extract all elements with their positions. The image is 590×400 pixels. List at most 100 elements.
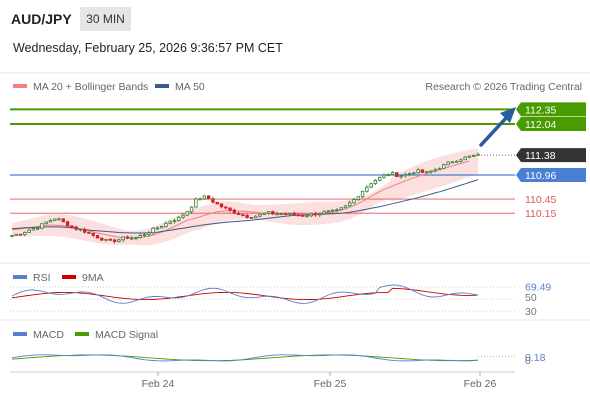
candle-body [442, 164, 446, 170]
legend-label-ma50: MA 50 [175, 81, 205, 93]
candle-body [164, 223, 168, 227]
candle-body [301, 214, 305, 217]
candle-body [429, 170, 433, 173]
candle-body [437, 168, 442, 171]
candle-body [382, 174, 386, 178]
candle-body [348, 202, 352, 207]
candle-body [65, 221, 70, 227]
candle-body [121, 236, 125, 241]
candle-body [322, 211, 326, 215]
macd-line [11, 354, 479, 362]
candle-body [459, 159, 463, 162]
candle-body [117, 239, 121, 243]
candle-body [232, 209, 237, 214]
candle-body [215, 201, 219, 205]
rsi-line [11, 284, 479, 304]
legend-label-macd-signal: MACD Signal [95, 329, 158, 341]
candle-body [288, 212, 292, 215]
candle-body [185, 211, 189, 216]
candle-body [390, 172, 395, 175]
x-tick-label-0: Feb 24 [142, 378, 175, 390]
candle-body [155, 227, 160, 230]
candle-body [446, 161, 450, 166]
timeframe-badge[interactable]: 30 MIN [80, 7, 131, 31]
candle-body [412, 172, 416, 175]
symbol-title: AUD/JPY [11, 11, 72, 27]
candle-body [177, 216, 181, 222]
candle-body [125, 236, 130, 239]
legend-swatch-macd [13, 332, 27, 336]
candle-body [318, 213, 322, 216]
candle-body [142, 234, 147, 237]
ma20-line [11, 160, 470, 239]
candle-body [377, 176, 382, 181]
candle-body [151, 227, 155, 234]
level-tag-3: 110.45 [525, 194, 556, 206]
current-price-tag: 111.38 [525, 150, 556, 162]
candle-body [48, 220, 53, 223]
level-tag-1: 112.04 [525, 119, 556, 131]
candle-body [14, 233, 18, 236]
candle-body [138, 235, 142, 239]
candle-body [399, 175, 403, 178]
candle-body [467, 155, 472, 158]
candle-body [219, 203, 224, 208]
candle-body [211, 198, 215, 203]
target-arrow-shaft [479, 115, 509, 147]
candle-body [403, 173, 408, 177]
legend-label-rsi: RSI [33, 272, 51, 284]
rsi-legend: RSI 9MA [13, 272, 104, 284]
legend-label-rsi-ma: 9MA [82, 272, 104, 284]
candle-body [262, 212, 266, 215]
current-price-tag-bg [516, 148, 586, 163]
rsi-ma-line [11, 287, 479, 301]
candle-body [450, 161, 455, 164]
bollinger-band [12, 148, 478, 246]
candle-body [91, 232, 95, 236]
legend-label-ma20: MA 20 + Bollinger Bands [33, 81, 148, 93]
candle-body [194, 198, 198, 208]
legend-swatch-macd-signal [75, 332, 89, 336]
candle-body [35, 227, 40, 230]
candle-body [373, 179, 378, 185]
candle-body [23, 232, 27, 236]
rsi-tick-1: 50 [525, 292, 537, 304]
candle-body [236, 212, 241, 216]
candle-body [130, 237, 134, 240]
candle-body [147, 232, 151, 236]
ma50-line [11, 179, 479, 234]
candle-body [108, 238, 113, 241]
candle-body [266, 211, 271, 214]
candle-body [172, 220, 177, 223]
candle-body [112, 239, 117, 243]
legend-swatch-ma20 [13, 84, 27, 88]
candle-body [424, 171, 429, 173]
candle-body [18, 233, 23, 236]
candle-body [27, 229, 31, 233]
level-tag-2: 110.96 [525, 170, 556, 182]
candle-body [10, 234, 14, 237]
main-legend: MA 20 + Bollinger Bands MA 50 [13, 81, 205, 93]
candle-body [40, 223, 44, 229]
candle-body [228, 207, 232, 211]
candle-body [206, 195, 211, 200]
candle-body [241, 214, 245, 217]
rsi-tick-0: 69.49 [525, 281, 551, 293]
candle-body [198, 198, 202, 201]
candle-body [224, 206, 228, 209]
candle-body [271, 211, 275, 215]
candle-body [309, 213, 313, 217]
candle-body [100, 237, 104, 241]
candle-body [245, 214, 249, 218]
candle-body [386, 174, 390, 176]
candle-body [249, 217, 254, 219]
level-tag-2-bg [516, 167, 586, 182]
candle-body [189, 206, 194, 213]
legend-swatch-rsi-ma [62, 275, 76, 279]
candle-body [339, 207, 343, 211]
candle-body [31, 228, 36, 231]
rsi-tick-2: 30 [525, 306, 537, 318]
level-tag-1-bg [516, 117, 586, 132]
candle-body [395, 172, 399, 178]
